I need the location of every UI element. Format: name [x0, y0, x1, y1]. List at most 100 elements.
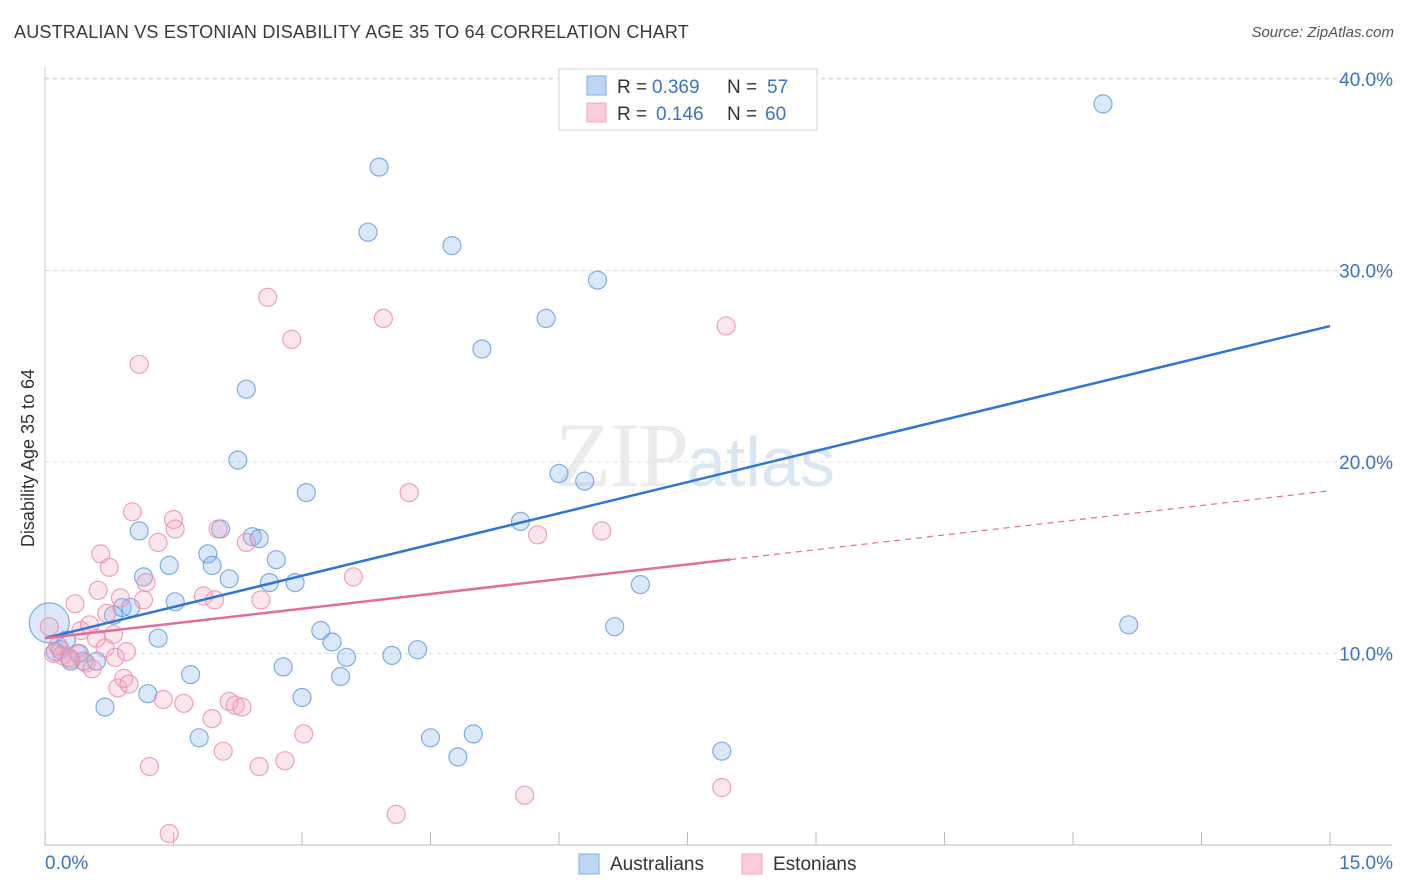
- series-legend-swatch-estonians: [741, 853, 763, 875]
- australians-point-22: [228, 450, 248, 470]
- australians-point-44: [472, 339, 492, 359]
- australians-point-40: [420, 728, 441, 748]
- legend-r-label-australians: R =: [617, 77, 647, 98]
- estonians-point-32: [163, 509, 184, 530]
- estonians-point-28: [139, 756, 160, 777]
- australians-point-21: [219, 569, 239, 589]
- estonians-point-5: [65, 594, 85, 614]
- estonians-point-46: [258, 287, 278, 307]
- estonians-point-54: [515, 785, 535, 805]
- australians-point-51: [630, 574, 651, 595]
- estonians-point-17: [103, 624, 124, 645]
- legend-swatch-estonians: [586, 102, 607, 123]
- australians-point-54: [1119, 615, 1139, 635]
- estonians-point-31: [159, 823, 179, 844]
- legend-r-label-estonians: R =: [617, 104, 647, 125]
- legend-r-value-australians: 0.369: [652, 77, 700, 98]
- australians-point-48: [575, 471, 595, 491]
- australians-point-28: [273, 657, 293, 677]
- australians-point-19: [202, 555, 222, 576]
- australians-point-27: [266, 550, 286, 570]
- estonians-points: [39, 287, 736, 844]
- australians-point-14: [159, 555, 179, 576]
- estonians-point-21: [114, 668, 134, 689]
- estonians-point-33: [165, 519, 185, 539]
- y-axis-title: Disability Age 35 to 64: [18, 369, 38, 547]
- estonians-point-25: [129, 354, 149, 374]
- axes: [44, 67, 1392, 846]
- australians-point-52: [712, 741, 732, 761]
- australians-points: [28, 94, 1139, 767]
- legend-n-label-estonians: N =: [727, 104, 757, 125]
- estonians-point-23: [119, 674, 139, 694]
- series-legend-swatch-australians: [578, 853, 600, 875]
- axis-labels: 10.0% 20.0% 30.0% 40.0% 0.0% 15.0% Disability …: [18, 70, 1393, 874]
- australians-point-37: [369, 157, 389, 177]
- estonians-point-42: [232, 697, 252, 717]
- estonians-point-13: [91, 544, 111, 564]
- chart-title: AUSTRALIAN VS ESTONIAN DISABILITY AGE 35…: [14, 22, 690, 42]
- estonians-point-41: [225, 695, 245, 715]
- australians-point-10: [129, 521, 149, 541]
- estonians-point-44: [249, 756, 269, 777]
- australians-point-13: [148, 628, 168, 648]
- estonians-point-39: [213, 741, 233, 761]
- grid: [45, 77, 1392, 654]
- australians-point-17: [189, 728, 209, 748]
- source-credit: Source: ZipAtlas.com: [1251, 24, 1394, 41]
- australians-point-46: [536, 308, 556, 328]
- estonians-point-57: [712, 777, 732, 798]
- legend-r-value-estonians: 0.146: [656, 104, 704, 125]
- australians-point-18: [198, 544, 218, 564]
- y-tick-label-10: 10.0%: [1339, 645, 1393, 666]
- australians-point-16: [181, 664, 201, 685]
- estonians-point-48: [282, 329, 302, 349]
- trend-line-estonians-extension: [730, 490, 1331, 561]
- estonians-point-38: [208, 519, 228, 539]
- estonians-point-16: [99, 557, 119, 577]
- estonians-point-29: [148, 532, 168, 553]
- australians-point-7: [95, 697, 115, 717]
- estonians-point-43: [236, 532, 256, 553]
- estonians-point-37: [205, 590, 225, 610]
- australians-point-38: [382, 645, 402, 666]
- estonians-point-26: [133, 590, 154, 610]
- series-legend-label-australians: Australians: [610, 854, 704, 875]
- australians-point-24: [242, 527, 262, 547]
- series-legend-label-estonians: Estonians: [773, 854, 856, 875]
- estonians-point-45: [251, 590, 271, 610]
- estonians-point-36: [202, 708, 222, 729]
- estonians-point-8: [76, 653, 96, 673]
- y-tick-label-30: 30.0%: [1339, 262, 1393, 283]
- estonians-point-34: [174, 693, 194, 713]
- legend-n-value-australians: 57: [767, 77, 788, 98]
- series-legend: Australians Estonians: [578, 853, 856, 875]
- estonians-point-15: [97, 603, 117, 623]
- trend-lines: [44, 324, 1331, 640]
- australians-point-39: [408, 640, 428, 660]
- y-tick-label-20: 20.0%: [1339, 453, 1393, 474]
- stats-legend: R = 0.369 N = 57 R = 0.146 N = 60: [558, 68, 818, 131]
- estonians-point-10: [82, 659, 102, 679]
- estonians-point-19: [108, 678, 128, 698]
- estonians-point-20: [110, 588, 131, 608]
- estonians-point-50: [343, 567, 363, 587]
- estonians-point-55: [527, 525, 548, 545]
- australians-point-47: [549, 463, 569, 484]
- australians-point-43: [463, 724, 483, 744]
- estonians-point-12: [88, 580, 108, 600]
- australians-point-33: [322, 632, 342, 652]
- estonians-point-53: [399, 483, 419, 503]
- estonians-point-58: [716, 316, 736, 336]
- estonians-point-30: [153, 689, 173, 710]
- australians-point-36: [358, 222, 378, 242]
- y-tick-label-40: 40.0%: [1339, 70, 1393, 91]
- australians-point-42: [448, 747, 468, 767]
- estonians-point-49: [294, 724, 314, 744]
- estonians-point-51: [373, 308, 393, 328]
- australians-point-34: [331, 666, 351, 687]
- australians-point-50: [605, 617, 625, 637]
- estonians-point-24: [122, 502, 142, 522]
- x-tick-label-0: 0.0%: [45, 853, 88, 874]
